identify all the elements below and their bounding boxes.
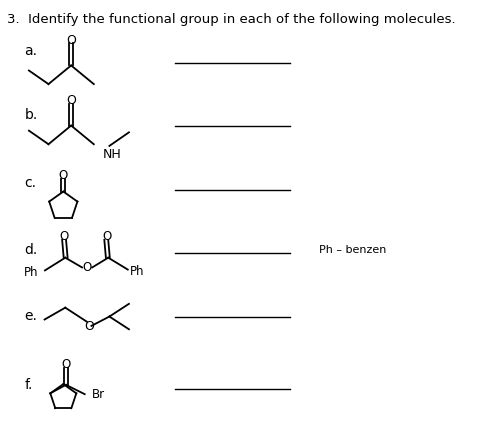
Text: a.: a. bbox=[24, 45, 37, 58]
Text: O: O bbox=[61, 358, 71, 371]
Text: O: O bbox=[66, 94, 76, 107]
Text: 3.  Identify the functional group in each of the following molecules.: 3. Identify the functional group in each… bbox=[7, 13, 456, 26]
Text: Ph: Ph bbox=[23, 266, 38, 278]
Text: Br: Br bbox=[92, 388, 105, 401]
Text: O: O bbox=[84, 320, 94, 333]
Text: O: O bbox=[66, 33, 76, 46]
Text: f.: f. bbox=[24, 378, 33, 392]
Text: O: O bbox=[102, 230, 112, 243]
Text: O: O bbox=[82, 261, 91, 274]
Text: Ph – benzen: Ph – benzen bbox=[319, 245, 386, 256]
Text: O: O bbox=[60, 230, 69, 243]
Text: c.: c. bbox=[24, 176, 36, 190]
Text: b.: b. bbox=[24, 108, 37, 122]
Text: d.: d. bbox=[24, 244, 37, 257]
Text: O: O bbox=[59, 169, 68, 182]
Text: Ph: Ph bbox=[130, 265, 145, 278]
Text: e.: e. bbox=[24, 309, 37, 323]
Text: NH: NH bbox=[102, 148, 121, 160]
